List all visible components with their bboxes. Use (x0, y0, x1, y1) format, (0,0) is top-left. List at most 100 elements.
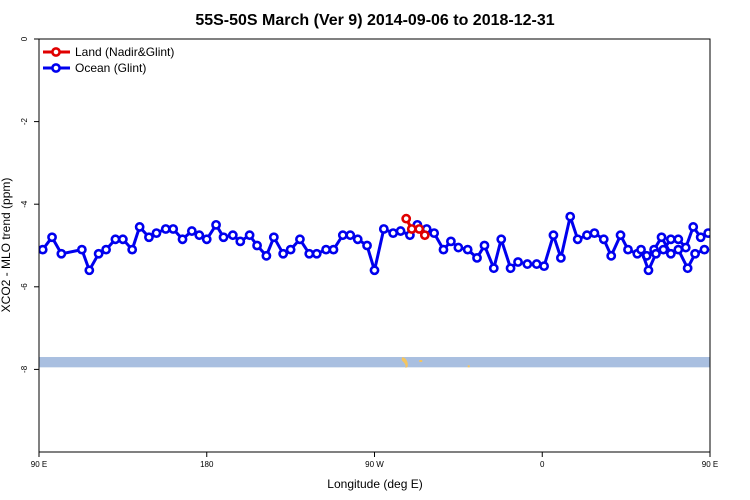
data-point-ocean-glint (462, 244, 473, 255)
data-point-ocean-glint (352, 234, 363, 245)
y-tick-label: -4 (20, 200, 29, 208)
data-point-ocean-glint (673, 234, 684, 245)
data-point-ocean-glint (252, 240, 262, 251)
x-tick-label: 90 E (31, 460, 47, 469)
data-point-ocean-glint (636, 244, 646, 255)
data-point-ocean-glint (742, 225, 749, 232)
data-point-ocean-glint (453, 242, 464, 253)
data-point-ocean-glint (127, 244, 138, 255)
data-point-ocean-glint (134, 222, 145, 232)
data-point-ocean-glint (388, 228, 399, 239)
data-point-ocean-glint (682, 263, 693, 274)
data-point-ocean-glint (673, 244, 684, 255)
data-point-ocean-glint (656, 232, 667, 243)
data-point-ocean-glint (47, 232, 57, 243)
data-point-ocean-glint (84, 265, 95, 276)
data-point-ocean-glint (186, 226, 197, 236)
data-point-land-nadir-glint (419, 230, 430, 241)
data-point-ocean-glint (615, 230, 626, 241)
background-band (39, 357, 710, 368)
data-point-ocean-glint (110, 234, 121, 245)
y-axis-label: XCO2 - MLO trend (ppm) (0, 178, 13, 313)
data-point-ocean-glint (235, 236, 246, 247)
chart-marks (39, 211, 749, 276)
data-point-ocean-glint (606, 250, 617, 261)
data-point-land-nadir-glint (401, 213, 412, 224)
data-point-ocean-glint (268, 232, 279, 243)
data-point-ocean-glint (201, 234, 212, 245)
data-point-ocean-glint (531, 259, 542, 269)
legend-marker (51, 47, 61, 57)
data-point-ocean-glint (582, 230, 592, 241)
data-point-ocean-glint (665, 248, 676, 259)
data-point-ocean-glint (446, 236, 456, 247)
plot-area (39, 357, 710, 369)
data-point-ocean-glint (345, 230, 356, 241)
data-point-ocean-glint (688, 222, 699, 232)
data-point-ocean-glint (488, 263, 499, 274)
data-point-ocean-glint (101, 244, 111, 255)
data-point-ocean-glint (151, 228, 162, 239)
data-point-ocean-glint (93, 248, 104, 259)
legend: Land (Nadir&Glint) Ocean (Glint) (43, 45, 174, 75)
data-point-ocean-glint (278, 248, 289, 259)
data-point-ocean-glint (472, 252, 482, 263)
data-point-ocean-glint (362, 240, 372, 251)
data-point-ocean-glint (39, 244, 48, 255)
data-point-ocean-glint (496, 234, 507, 245)
data-point-ocean-glint (539, 261, 550, 272)
data-point-ocean-glint (680, 242, 691, 253)
data-point-ocean-glint (598, 234, 609, 245)
data-point-ocean-glint (719, 225, 726, 232)
data-point-ocean-glint (555, 252, 566, 263)
data-point-ocean-glint (643, 265, 654, 276)
data-point-ocean-glint (177, 234, 188, 245)
data-point-ocean-glint (337, 230, 348, 241)
data-point-ocean-glint (227, 230, 238, 241)
land-patch (467, 365, 470, 368)
data-point-ocean-glint (565, 211, 576, 222)
data-point-ocean-glint (699, 244, 710, 255)
data-point-ocean-glint (311, 248, 322, 259)
data-point-ocean-glint (658, 244, 669, 255)
land-patch (419, 360, 423, 363)
legend-label: Ocean (Glint) (75, 61, 146, 75)
data-point-ocean-glint (261, 250, 272, 261)
data-point-ocean-glint (304, 248, 315, 259)
data-point-ocean-glint (651, 248, 661, 259)
data-point-ocean-glint (117, 234, 128, 245)
plot-frame (38, 38, 711, 453)
data-point-ocean-glint (168, 224, 179, 234)
data-point-ocean-glint (522, 259, 533, 269)
data-point-ocean-glint (727, 236, 734, 243)
axes: 90 E 180 90 W 0 90 E 0 -2 -4 -6 -8 (20, 36, 718, 469)
legend-label: Land (Nadir&Glint) (75, 45, 174, 59)
data-point-land-nadir-glint (406, 224, 417, 234)
data-point-ocean-glint (429, 228, 440, 239)
data-point-land-nadir-glint (414, 224, 425, 234)
x-axis-label: Longitude (deg E) (327, 477, 422, 491)
x-tick-label: 180 (200, 460, 214, 469)
data-point-ocean-glint (76, 244, 87, 255)
data-point-ocean-glint (589, 228, 600, 239)
land-patch (401, 357, 408, 369)
x-tick-label: 90 E (702, 460, 718, 469)
data-point-ocean-glint (623, 244, 633, 255)
y-tick-label: -2 (20, 117, 29, 125)
data-point-ocean-glint (712, 225, 719, 232)
data-point-ocean-glint (218, 232, 229, 243)
y-tick-label: 0 (20, 36, 29, 41)
data-point-ocean-glint (160, 224, 171, 234)
data-point-ocean-glint (695, 232, 706, 243)
data-point-ocean-glint (56, 248, 67, 259)
legend-marker (51, 63, 61, 73)
y-tick-label: -6 (20, 283, 29, 291)
data-point-ocean-glint (211, 219, 221, 230)
data-point-ocean-glint (285, 244, 296, 255)
data-point-ocean-glint (144, 232, 154, 243)
chart-title: 55S-50S March (Ver 9) 2014-09-06 to 2018… (195, 12, 554, 29)
x-tick-label: 90 W (365, 460, 384, 469)
data-point-ocean-glint (513, 257, 523, 267)
data-point-ocean-glint (244, 230, 255, 241)
